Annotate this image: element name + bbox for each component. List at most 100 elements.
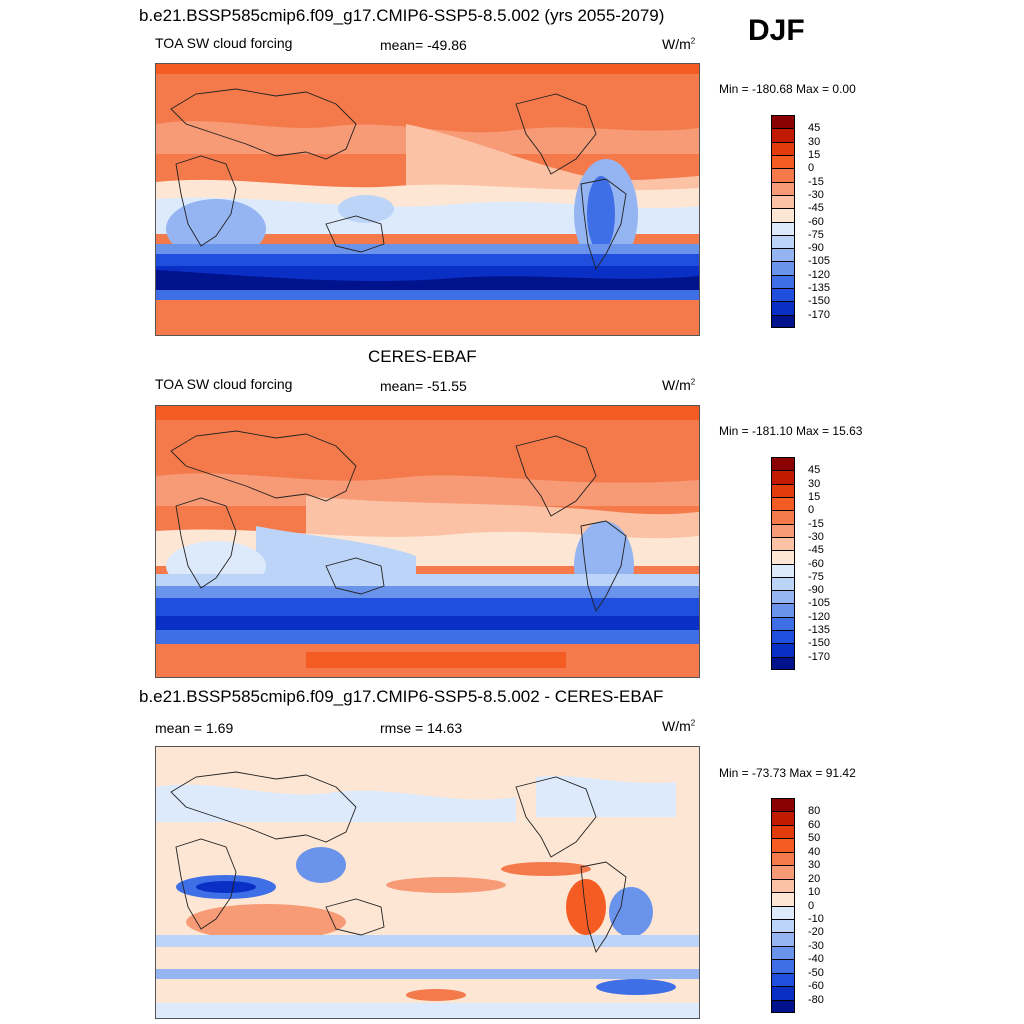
colorbar-tick-label: -30 [808, 188, 824, 201]
panel-1-units: W/m2 [662, 36, 696, 52]
colorbar-swatch [771, 550, 795, 564]
panel-3-colorbar: 80 60 50 40 30 20 10 0 -10 -20 -30 -40 -50 -60 -80 [771, 798, 824, 1013]
colorbar-tick-label: -135 [808, 624, 831, 637]
colorbar-swatch [771, 865, 795, 879]
colorbar-tick-label: -60 [808, 980, 824, 993]
colorbar-swatch [771, 154, 795, 169]
colorbar-tick-label: -120 [808, 268, 831, 281]
panel-1-title: b.e21.BSSP585cmip6.f09_g17.CMIP6-SSP5-8.… [139, 6, 665, 25]
panel-2-colorbar: 45 30 15 0 -15 -30 -45 -60 -75 -90 -105 -120 -135 -15… [771, 457, 830, 670]
colorbar-swatch [771, 643, 795, 657]
colorbar-swatch [771, 824, 795, 839]
colorbar-tick-label: -50 [808, 966, 824, 979]
colorbar-tick-label: 50 [808, 832, 821, 845]
colorbar-swatch [771, 945, 795, 960]
panel-2-mean: mean= -51.55 [380, 378, 467, 394]
colorbar-frame [771, 115, 795, 328]
colorbar-tick-label: -75 [808, 570, 824, 583]
panel-2-title: CERES-EBAF [368, 347, 477, 366]
colorbar-tick-label: 45 [808, 464, 821, 477]
panel-1-left-label: TOA SW cloud forcing [155, 35, 293, 51]
colorbar-swatch [771, 208, 795, 222]
panel-3-mean: mean = 1.69 [155, 720, 234, 736]
colorbar-tick-label: -150 [808, 295, 831, 308]
colorbar-swatch [771, 115, 795, 129]
colorbar-swatch [771, 603, 795, 617]
colorbar-swatch [771, 470, 795, 484]
colorbar-swatch [771, 523, 795, 537]
colorbar-tick-label: -150 [808, 637, 831, 650]
colorbar-tick-label: -45 [808, 544, 824, 557]
colorbar-frame [771, 798, 795, 1013]
colorbar-tick-label: -40 [808, 953, 824, 966]
colorbar-tick-label: 15 [808, 148, 821, 161]
colorbar-swatch [771, 274, 795, 289]
colorbar-tick-label: 10 [808, 886, 821, 899]
colorbar-tick-label: 15 [808, 490, 821, 503]
colorbar-swatch [771, 510, 795, 524]
colorbar-swatch [771, 563, 795, 577]
colorbar-swatch [771, 878, 795, 893]
colorbar-tick-label: 20 [808, 872, 821, 885]
colorbar-tick-label: 45 [808, 122, 821, 135]
colorbar-swatch [771, 194, 795, 209]
colorbar-swatch [771, 590, 795, 604]
colorbar-swatch [771, 261, 795, 275]
colorbar-swatch [771, 496, 795, 511]
colorbar-tick-label: -90 [808, 584, 824, 597]
season-label: DJF [748, 14, 805, 47]
panel-1-mean: mean= -49.86 [380, 37, 467, 53]
colorbar-tick-label: -30 [808, 530, 824, 543]
panel-1-map [155, 63, 700, 336]
colorbar-tick-label: 40 [808, 845, 821, 858]
colorbar-swatch [771, 314, 795, 328]
colorbar-swatch [771, 851, 795, 866]
colorbar-swatch [771, 630, 795, 644]
panel-1-minmax: Min = -180.68 Max = 0.00 [719, 82, 856, 96]
panel-3-map [155, 746, 700, 1019]
colorbar-swatch [771, 798, 795, 812]
colorbar-swatch [771, 221, 795, 235]
colorbar-swatch [771, 986, 795, 1000]
colorbar-swatch [771, 128, 795, 142]
colorbar-swatch [771, 234, 795, 249]
colorbar-swatch [771, 181, 795, 195]
colorbar-swatch [771, 811, 795, 825]
colorbar-tick-label: -15 [808, 517, 824, 530]
colorbar-tick-label: -170 [808, 650, 831, 663]
colorbar-tick-label: 0 [808, 899, 815, 912]
colorbar-swatch [771, 576, 795, 591]
colorbar-swatch [771, 141, 795, 155]
colorbar-tick-label: -60 [808, 215, 824, 228]
colorbar-tick-label: -105 [808, 255, 831, 268]
colorbar-swatch [771, 168, 795, 182]
panel-1-colorbar: 45 30 15 0 -15 -30 -45 -60 -75 -90 -105 -120 -135 -15… [771, 115, 830, 328]
colorbar-tick-label: 0 [808, 162, 815, 175]
colorbar-tick-label: -20 [808, 926, 824, 939]
colorbar-tick-label: -135 [808, 282, 831, 295]
colorbar-swatch [771, 301, 795, 315]
colorbar-tick-label: -60 [808, 557, 824, 570]
colorbar-tick-label: -80 [808, 993, 824, 1006]
colorbar-tick-label: 30 [808, 477, 821, 490]
colorbar-swatch [771, 483, 795, 497]
colorbar-swatch [771, 932, 795, 946]
panel-2-units: W/m2 [662, 377, 696, 393]
colorbar-tick-label: 80 [808, 805, 821, 818]
panel-3-rmse: rmse = 14.63 [380, 720, 463, 736]
colorbar-swatch [771, 972, 795, 987]
colorbar-tick-label: 30 [808, 859, 821, 872]
colorbar-tick-label: 60 [808, 818, 821, 831]
panel-2-map [155, 405, 700, 678]
colorbar-swatch [771, 457, 795, 471]
colorbar-tick-label: -15 [808, 175, 824, 188]
colorbar-tick-label: -10 [808, 912, 824, 925]
colorbar-tick-label: 0 [808, 504, 815, 517]
colorbar-tick-label: -90 [808, 242, 824, 255]
panel-3-units: W/m2 [662, 718, 696, 734]
colorbar-frame [771, 457, 795, 670]
colorbar-swatch [771, 248, 795, 262]
colorbar-swatch [771, 918, 795, 933]
colorbar-tick-label: -30 [808, 939, 824, 952]
panel-2-left-label: TOA SW cloud forcing [155, 376, 293, 392]
